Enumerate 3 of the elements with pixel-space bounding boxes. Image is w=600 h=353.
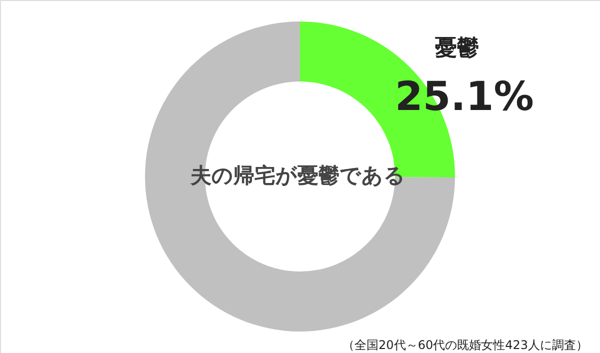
text: （全国20代～60代の既婚女性423人に調査） (342, 338, 588, 352)
slice-label: 憂鬱 (435, 36, 479, 61)
text: 夫の帰宅が憂鬱である (190, 164, 406, 188)
